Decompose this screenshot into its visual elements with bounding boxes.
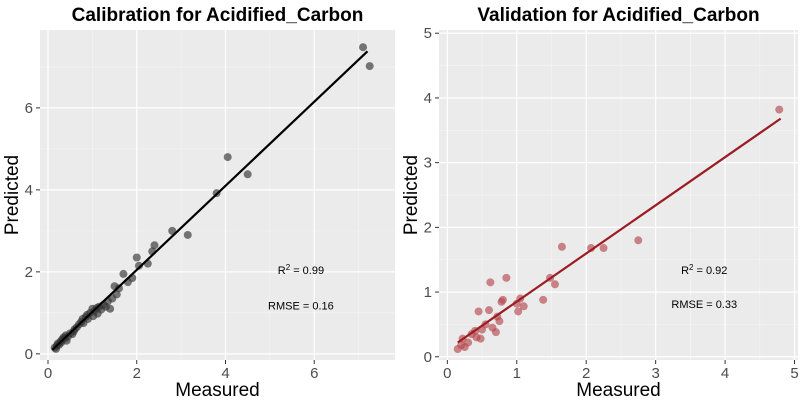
chart-panel-0: 0 2 4 6 0 2 4 6 R2 = 0.99 RMSE = 0.16 Calibration …: [2, 5, 395, 401]
data-point: [539, 295, 548, 304]
data-point: [484, 306, 493, 315]
regression-line: [457, 117, 782, 344]
data-point: [359, 43, 368, 52]
data-point: [495, 317, 504, 326]
data-point: [634, 236, 643, 245]
data-point: [112, 290, 121, 299]
x-tick-label: 4: [721, 365, 729, 382]
x-tick-label: 0: [44, 365, 52, 382]
x-tick-label: 2: [133, 365, 141, 382]
data-point: [775, 105, 784, 114]
y-tick-label: 2: [424, 219, 432, 236]
y-tick-label: 3: [424, 155, 432, 172]
data-point: [514, 307, 523, 316]
data-point: [106, 304, 115, 313]
rmse-annotation: RMSE = 0.16: [268, 301, 334, 313]
x-tick-label: 0: [443, 365, 451, 382]
x-axis-label: Measured: [576, 380, 661, 400]
data-point: [519, 302, 528, 311]
data-point: [134, 261, 143, 270]
data-point: [464, 338, 473, 347]
y-tick-label: 0: [25, 346, 33, 363]
y-axis-label: Predicted: [401, 155, 422, 235]
data-point: [476, 334, 485, 343]
data-point: [243, 170, 252, 179]
data-point: [486, 278, 495, 287]
chart-panel-1: 0 1 2 3 4 5 0 1 2 3 4 5 R2 = 0.92 RMSE = 0.33 Validati…: [401, 5, 799, 401]
data-point: [119, 269, 128, 278]
y-axis-label: Predicted: [2, 155, 23, 235]
x-tick-label: 4: [221, 365, 229, 382]
data-point: [587, 244, 596, 253]
x-axis-label: Measured: [175, 380, 260, 400]
chart-title: Calibration for Acidified_Carbon: [72, 5, 364, 26]
y-tick-label: 6: [25, 100, 33, 117]
r-squared-annotation: R2 = 0.99: [278, 262, 324, 277]
r-squared-annotation: R2 = 0.92: [681, 262, 727, 277]
data-point: [132, 253, 141, 262]
data-point: [183, 230, 192, 239]
data-point: [557, 242, 566, 251]
y-tick-label: 5: [424, 25, 432, 42]
data-point: [502, 273, 511, 282]
rmse-annotation: RMSE = 0.33: [671, 299, 737, 311]
x-tick-label: 6: [310, 365, 318, 382]
data-point: [599, 244, 608, 253]
data-point: [491, 328, 500, 337]
chart-title: Validation for Acidified_Carbon: [477, 5, 759, 26]
y-tick-label: 4: [424, 90, 432, 107]
x-tick-label: 1: [513, 365, 521, 382]
y-tick-label: 1: [424, 284, 432, 301]
data-point: [223, 153, 232, 162]
regression-line: [51, 50, 369, 351]
x-tick-label: 2: [582, 365, 590, 382]
x-tick-label: 3: [651, 365, 659, 382]
data-point: [365, 62, 374, 71]
y-tick-label: 2: [25, 264, 33, 281]
x-tick-label: 5: [790, 365, 798, 382]
data-point: [474, 307, 483, 316]
y-tick-label: 0: [424, 349, 432, 366]
data-point: [150, 241, 159, 250]
y-tick-label: 4: [25, 182, 33, 199]
data-point: [550, 280, 559, 289]
data-point: [498, 295, 507, 304]
